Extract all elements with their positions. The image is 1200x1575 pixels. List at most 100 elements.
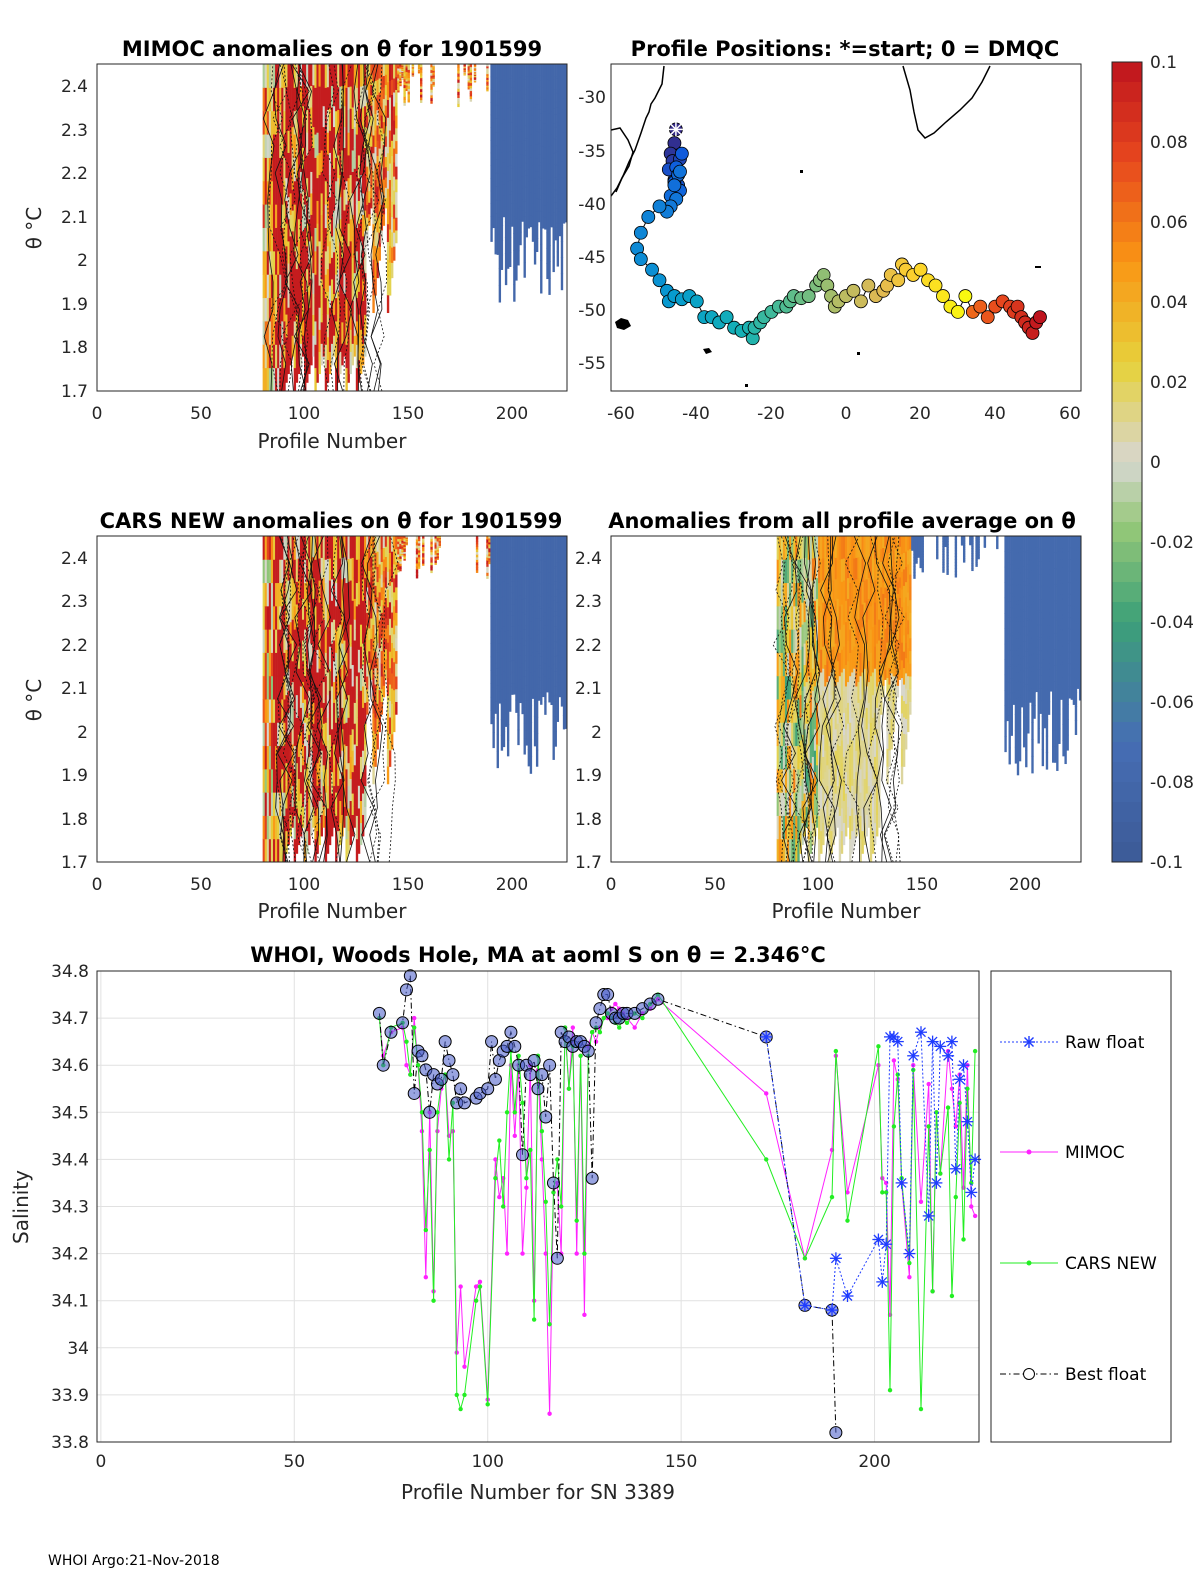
heatmap-cell bbox=[859, 745, 862, 770]
contour-line bbox=[373, 64, 388, 391]
heatmap-cell bbox=[880, 599, 883, 613]
heatmap-cell bbox=[898, 566, 902, 578]
heatmap-cell bbox=[364, 230, 367, 253]
heatmap-cell bbox=[971, 540, 974, 544]
heatmap-cell bbox=[807, 675, 811, 700]
allavg-title: Anomalies from all profile average on θ bbox=[608, 509, 1076, 533]
heatmap-cell bbox=[876, 536, 879, 558]
island bbox=[857, 352, 860, 355]
heatmap-cell bbox=[496, 64, 499, 79]
contour-line bbox=[361, 64, 380, 391]
heatmap-cell bbox=[533, 221, 537, 236]
heatmap-cell bbox=[902, 717, 906, 734]
heatmap-cell bbox=[281, 274, 284, 299]
heatmap-cell bbox=[324, 675, 328, 700]
heatmap-cell bbox=[1023, 626, 1026, 642]
heatmap-cell bbox=[902, 667, 906, 685]
heatmap-cell bbox=[1027, 690, 1030, 706]
heatmap-cell bbox=[535, 749, 539, 767]
heatmap-cell bbox=[268, 297, 272, 322]
heatmap-cell bbox=[544, 701, 547, 715]
heatmap-cell bbox=[268, 87, 272, 112]
heatmap-cell bbox=[789, 838, 792, 862]
heatmap-cell bbox=[355, 227, 359, 252]
heatmap-cell bbox=[333, 577, 336, 599]
heatmap-cell bbox=[558, 223, 562, 237]
heatmap-cell bbox=[357, 177, 361, 201]
heatmap-cell bbox=[531, 686, 535, 699]
heatmap-cell bbox=[882, 581, 885, 594]
heatmap-cell bbox=[793, 699, 796, 723]
heatmap-cell bbox=[550, 632, 553, 645]
heatmap-cell bbox=[368, 167, 371, 180]
heatmap-cell bbox=[343, 84, 346, 107]
heatmap-cell bbox=[370, 658, 373, 670]
profile-marker bbox=[645, 262, 659, 277]
heatmap-cell bbox=[1023, 716, 1026, 733]
heatmap-cell bbox=[316, 245, 319, 270]
heatmap-cell bbox=[556, 575, 560, 590]
heatmap-cell bbox=[502, 184, 506, 196]
heatmap-cell bbox=[900, 748, 904, 767]
heatmap-cell bbox=[882, 593, 885, 606]
heatmap-cell bbox=[535, 634, 539, 652]
heatmap-cell bbox=[840, 739, 844, 764]
heatmap-cell bbox=[917, 537, 920, 540]
heatmap-cell bbox=[324, 722, 328, 747]
heatmap-cell bbox=[900, 766, 904, 785]
heatmap-cell bbox=[813, 536, 817, 558]
heatmap-cell bbox=[295, 649, 299, 673]
heatmap-cell bbox=[1023, 566, 1026, 582]
heatmap-cell bbox=[279, 367, 282, 391]
heatmap-cell bbox=[403, 541, 406, 544]
heatmap-cell bbox=[513, 547, 516, 560]
heatmap-cell bbox=[529, 620, 533, 639]
heatmap-cell bbox=[457, 64, 460, 68]
heatmap-cell bbox=[533, 565, 537, 582]
heatmap-cell bbox=[355, 344, 359, 369]
heatmap-cell bbox=[393, 106, 396, 121]
heatmap-cell bbox=[341, 106, 344, 129]
heatmap-cell bbox=[264, 64, 268, 88]
heatmap-cell bbox=[511, 581, 514, 594]
heatmap-cell bbox=[513, 615, 516, 627]
heatmap-cell bbox=[393, 689, 396, 705]
heatmap-cell bbox=[314, 274, 317, 299]
heatmap-cell bbox=[828, 745, 831, 770]
heatmap-cell bbox=[847, 640, 850, 662]
heatmap-cell bbox=[552, 599, 555, 617]
heatmap-cell bbox=[366, 599, 369, 613]
heatmap-cell bbox=[544, 99, 547, 112]
heatmap-cell bbox=[1043, 714, 1047, 729]
heatmap-cell bbox=[283, 675, 286, 700]
heatmap-cell bbox=[324, 629, 328, 653]
heatmap-cell bbox=[538, 629, 541, 643]
heatmap-cell bbox=[977, 550, 980, 553]
heatmap-cell bbox=[467, 74, 470, 78]
heatmap-cell bbox=[828, 768, 831, 793]
heatmap-cell bbox=[560, 572, 564, 586]
contour-line bbox=[296, 536, 316, 862]
heatmap-cell bbox=[283, 297, 286, 322]
heatmap-cell bbox=[463, 64, 466, 67]
heatmap-cell bbox=[463, 65, 466, 67]
heatmap-cell bbox=[558, 211, 562, 224]
heatmap-cell bbox=[504, 79, 508, 97]
heatmap-cell bbox=[310, 171, 313, 194]
heatmap-cell bbox=[531, 536, 535, 549]
heatmap-cell bbox=[550, 180, 553, 193]
heatmap-cell bbox=[898, 587, 902, 598]
heatmap-cell bbox=[869, 699, 873, 723]
heatmap-cell bbox=[1018, 632, 1022, 649]
heatmap-cell bbox=[844, 536, 848, 558]
heatmap-cell bbox=[266, 722, 270, 747]
heatmap-cell bbox=[1010, 664, 1013, 679]
heatmap-cell bbox=[562, 536, 566, 551]
heatmap-cell bbox=[905, 672, 908, 689]
heatmap-cell bbox=[1029, 595, 1032, 608]
heatmap-cell bbox=[341, 685, 344, 708]
heatmap-cell bbox=[362, 149, 365, 172]
heatmap-cell bbox=[936, 540, 939, 544]
heatmap-cell bbox=[936, 536, 939, 539]
heatmap-cell bbox=[813, 664, 817, 687]
